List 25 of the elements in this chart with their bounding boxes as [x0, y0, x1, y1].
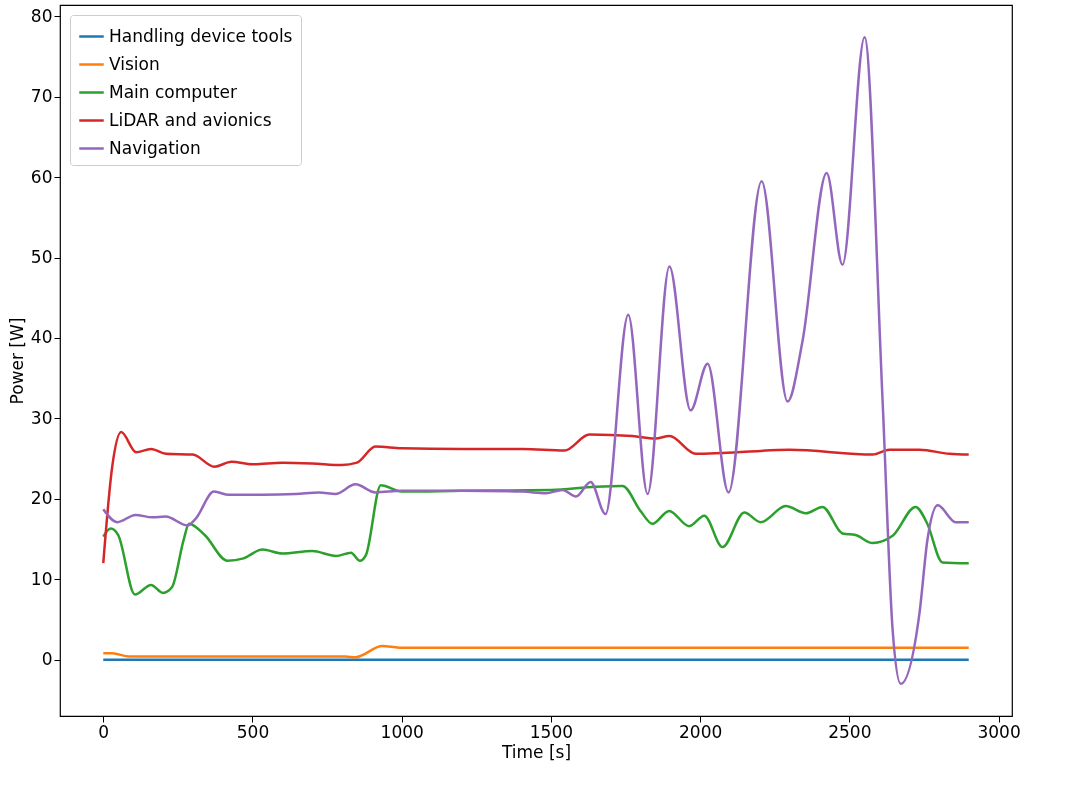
y-tick-label: 60: [30, 166, 53, 187]
legend-label: Vision: [109, 53, 160, 74]
y-tick-label: 70: [30, 86, 53, 107]
y-tick-label: 30: [30, 407, 53, 428]
line-series: [102, 430, 970, 565]
x-tick-label: 1500: [529, 721, 574, 742]
x-axis-title: Time [s]: [500, 741, 572, 762]
x-tick-label: 3000: [977, 721, 1021, 742]
line-series: [102, 644, 970, 659]
x-tick-label: 1000: [380, 721, 424, 742]
y-tick-label: 80: [30, 5, 53, 26]
y-tick-label: 10: [30, 568, 53, 589]
y-tick-label: 0: [41, 649, 53, 670]
y-tick-label: 20: [30, 488, 53, 509]
legend-label: LiDAR and avionics: [109, 109, 272, 130]
x-tick-label: 500: [236, 721, 270, 742]
legend-label: Navigation: [109, 137, 201, 158]
x-tick-label: 2000: [679, 721, 723, 742]
x-tick-label: 0: [98, 721, 110, 742]
y-tick-label: 40: [30, 327, 53, 348]
y-tick-label: 50: [30, 247, 53, 268]
y-axis-title: Power [W]: [6, 317, 27, 405]
x-tick-label: 2500: [828, 721, 872, 742]
legend-label: Main computer: [109, 81, 237, 102]
legend-label: Handling device tools: [109, 25, 293, 46]
